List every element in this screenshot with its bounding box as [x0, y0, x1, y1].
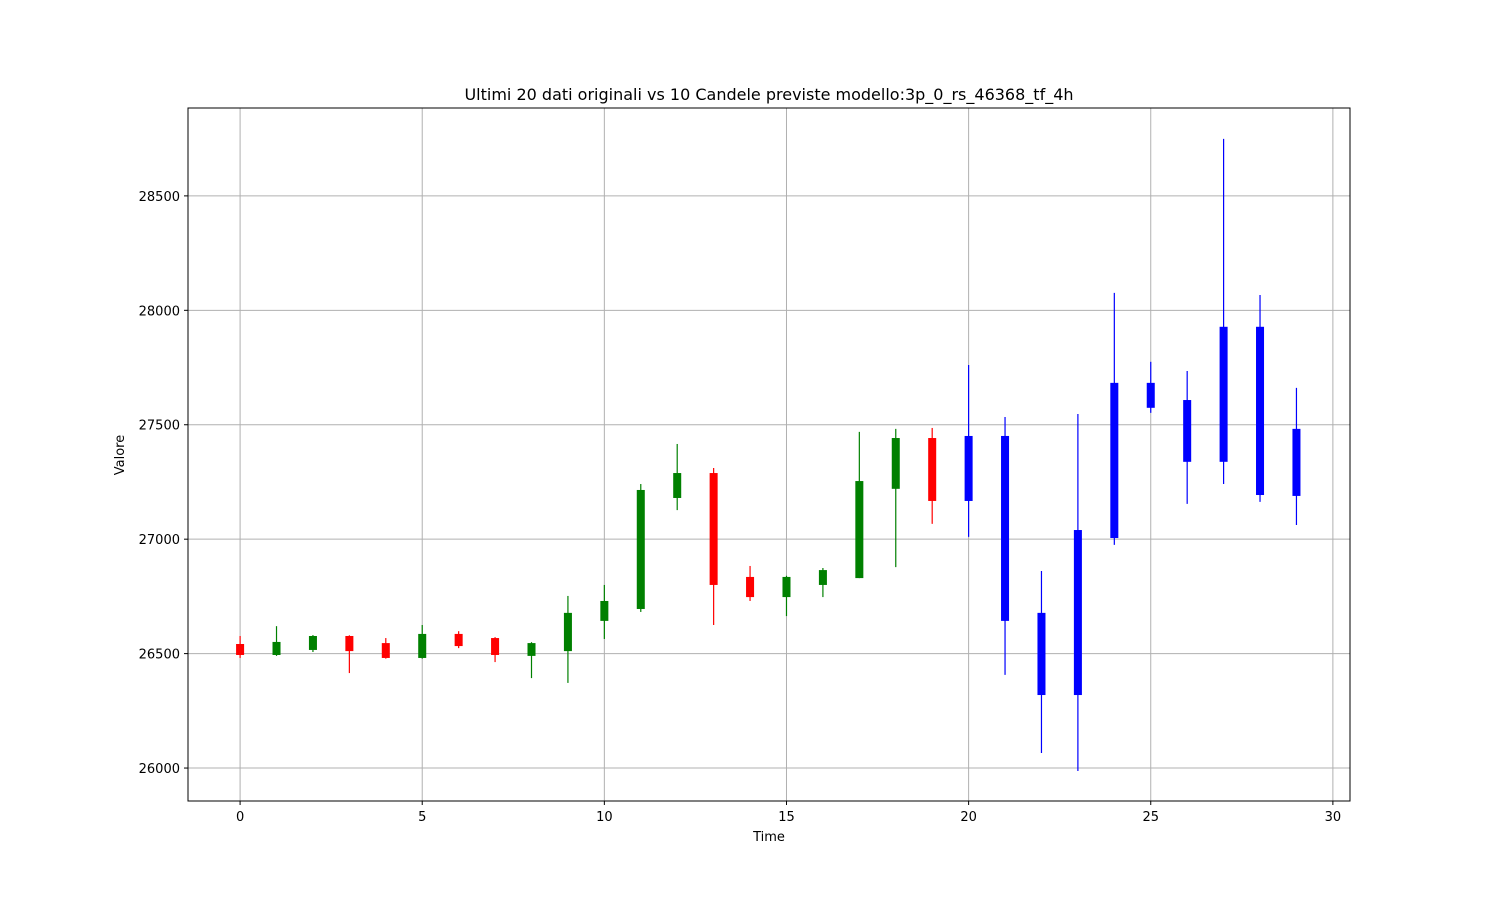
y-tick-label: 26500	[139, 648, 180, 663]
candle-body	[345, 635, 354, 652]
candle-body	[563, 612, 572, 652]
candle-body	[855, 481, 864, 579]
chart-title: Ultimi 20 dati originali vs 10 Candele p…	[464, 85, 1073, 105]
x-axis-label: Time	[752, 830, 785, 845]
candle-body	[491, 638, 500, 655]
candle-body	[782, 576, 791, 598]
x-tick-label: 0	[236, 810, 244, 825]
candle-body	[1073, 530, 1082, 696]
x-tick-label: 15	[778, 810, 795, 825]
x-tick-label: 30	[1325, 810, 1342, 825]
candle-body	[1183, 400, 1192, 462]
y-tick-label: 26000	[139, 762, 180, 777]
y-axis-label: Valore	[113, 435, 128, 475]
candle-body	[673, 473, 682, 498]
candle-body	[1256, 326, 1265, 496]
candle-body	[928, 438, 937, 501]
candle-body	[527, 643, 536, 656]
candle-body	[1219, 326, 1228, 462]
candle-body	[891, 438, 900, 489]
candle-body	[964, 435, 973, 501]
candle-body	[418, 633, 427, 658]
candle-body	[308, 635, 317, 650]
x-tick-label: 5	[418, 810, 426, 825]
candle-body	[236, 643, 245, 655]
x-tick-label: 20	[960, 810, 977, 825]
y-tick-label: 27500	[139, 419, 180, 434]
x-tick-label: 10	[596, 810, 613, 825]
candle-body	[454, 633, 463, 647]
candle-body	[1292, 428, 1301, 496]
candle-body	[600, 600, 609, 621]
candle-body	[1146, 382, 1155, 408]
candle-body	[636, 489, 645, 609]
candle-body	[1110, 382, 1119, 539]
y-tick-label: 28000	[139, 304, 180, 319]
candle-body	[746, 576, 755, 598]
x-tick-label: 25	[1142, 810, 1159, 825]
y-tick-label: 27000	[139, 533, 180, 548]
candle-body	[272, 641, 281, 655]
candle-body	[1001, 435, 1010, 621]
candle-body	[818, 570, 827, 585]
candle-body	[1037, 612, 1046, 696]
plot-frame	[187, 107, 1351, 802]
candle-body	[381, 643, 390, 658]
candle-body	[709, 473, 718, 585]
y-tick-label: 28500	[139, 190, 180, 205]
